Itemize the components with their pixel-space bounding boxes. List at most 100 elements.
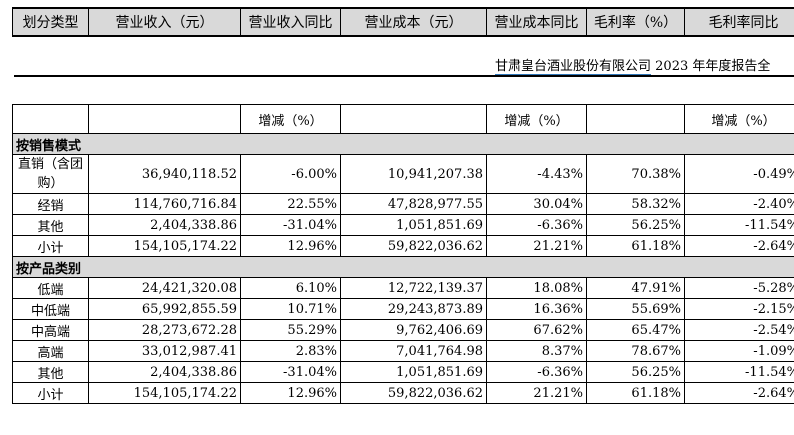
sub-header-cell — [340, 104, 487, 134]
header-category: 划分类型 — [12, 7, 89, 37]
gross-margin-yoy-cell: -2.40% — [684, 193, 794, 215]
gross-margin-yoy-cell: -1.09% — [684, 340, 794, 362]
row-label: 其他 — [12, 214, 89, 236]
row-label: 中低端 — [12, 298, 89, 320]
report-running-title: 甘肃皇台酒业股份有限公司 2023 年年度报告全 — [495, 55, 771, 75]
gross-margin-cell: 47.91% — [586, 277, 685, 299]
revenue-yoy-cell: -6.00% — [240, 154, 341, 194]
revenue-cell: 28,273,672.28 — [88, 319, 241, 341]
revenue-yoy-cell: 22.55% — [240, 193, 341, 215]
revenue-cell: 24,421,320.08 — [88, 277, 241, 299]
gross-margin-yoy-cell: -2.54% — [684, 319, 794, 341]
gross-margin-cell: 55.69% — [586, 298, 685, 320]
table-row: 中高端 28,273,672.28 55.29% 9,762,406.69 67… — [12, 319, 794, 341]
revenue-yoy-cell: 6.10% — [240, 277, 341, 299]
gross-margin-cell: 65.47% — [586, 319, 685, 341]
revenue-yoy-cell: 55.29% — [240, 319, 341, 341]
gross-margin-cell: 58.32% — [586, 193, 685, 215]
gross-margin-yoy-cell: -2.64% — [684, 382, 794, 404]
sub-header-cell — [12, 104, 89, 134]
cost-yoy-cell: 30.04% — [486, 193, 587, 215]
header-gross-margin-yoy: 毛利率同比 — [684, 7, 794, 37]
section-title: 按销售模式 — [12, 133, 794, 155]
row-label: 其他 — [12, 361, 89, 383]
revenue-cell: 36,940,118.52 — [88, 154, 241, 194]
revenue-cell: 114,760,716.84 — [88, 193, 241, 215]
revenue-yoy-cell: 12.96% — [240, 382, 341, 404]
sub-header-cell — [88, 104, 241, 134]
column-header-table: 划分类型 营业收入（元） 营业收入同比 营业成本（元） 营业成本同比 毛利率（%… — [12, 7, 794, 37]
revenue-yoy-cell: -31.04% — [240, 361, 341, 383]
cost-cell: 47,828,977.55 — [340, 193, 487, 215]
sub-header-cell: 增减（%） — [684, 104, 794, 134]
cost-yoy-cell: 21.21% — [486, 382, 587, 404]
table-row-subtotal: 小计 154,105,174.22 12.96% 59,822,036.62 2… — [12, 382, 794, 404]
revenue-cell: 2,404,338.86 — [88, 361, 241, 383]
gross-margin-yoy-cell: -5.28% — [684, 277, 794, 299]
section-title: 按产品类别 — [12, 256, 794, 278]
revenue-breakdown-table: 增减（%） 增减（%） 增减（%） 按销售模式 直销（含团购） 36,940,1… — [12, 104, 794, 404]
header-rule — [14, 75, 794, 77]
cost-yoy-cell: 18.08% — [486, 277, 587, 299]
row-label: 中高端 — [12, 319, 89, 341]
sub-header-cell: 增减（%） — [486, 104, 587, 134]
header-revenue-yoy: 营业收入同比 — [240, 7, 341, 37]
gross-margin-yoy-cell: -2.64% — [684, 235, 794, 257]
cost-yoy-cell: -6.36% — [486, 361, 587, 383]
cost-cell: 1,051,851.69 — [340, 214, 487, 236]
cost-cell: 59,822,036.62 — [340, 382, 487, 404]
revenue-cell: 154,105,174.22 — [88, 235, 241, 257]
table-row-subtotal: 小计 154,105,174.22 12.96% 59,822,036.62 2… — [12, 235, 794, 257]
table-row: 其他 2,404,338.86 -31.04% 1,051,851.69 -6.… — [12, 361, 794, 383]
revenue-cell: 154,105,174.22 — [88, 382, 241, 404]
header-row: 划分类型 营业收入（元） 营业收入同比 营业成本（元） 营业成本同比 毛利率（%… — [12, 7, 794, 37]
table-row: 其他 2,404,338.86 -31.04% 1,051,851.69 -6.… — [12, 214, 794, 236]
sub-header-cell: 增减（%） — [240, 104, 341, 134]
gross-margin-yoy-cell: -0.49% — [684, 154, 794, 194]
gross-margin-cell: 70.38% — [586, 154, 685, 194]
cost-yoy-cell: 16.36% — [486, 298, 587, 320]
section-row-sales-mode: 按销售模式 — [12, 133, 794, 155]
revenue-yoy-cell: 12.96% — [240, 235, 341, 257]
row-label: 小计 — [12, 382, 89, 404]
cost-yoy-cell: -4.43% — [486, 154, 587, 194]
revenue-cell: 65,992,855.59 — [88, 298, 241, 320]
row-label: 经销 — [12, 193, 89, 215]
row-label: 小计 — [12, 235, 89, 257]
gross-margin-yoy-cell: -2.15% — [684, 298, 794, 320]
cost-yoy-cell: 67.62% — [486, 319, 587, 341]
header-cost: 营业成本（元） — [340, 7, 487, 37]
cost-yoy-cell: 8.37% — [486, 340, 587, 362]
revenue-yoy-cell: 10.71% — [240, 298, 341, 320]
cost-cell: 7,041,764.98 — [340, 340, 487, 362]
header-cost-yoy: 营业成本同比 — [486, 7, 587, 37]
revenue-cell: 2,404,338.86 — [88, 214, 241, 236]
gross-margin-cell: 78.67% — [586, 340, 685, 362]
row-label: 低端 — [12, 277, 89, 299]
cost-cell: 1,051,851.69 — [340, 361, 487, 383]
revenue-yoy-cell: -31.04% — [240, 214, 341, 236]
row-label: 高端 — [12, 340, 89, 362]
row-label: 直销（含团购） — [12, 154, 89, 194]
gross-margin-yoy-cell: -11.54% — [684, 361, 794, 383]
report-suffix: 2023 年年度报告全 — [651, 59, 771, 74]
cost-cell: 10,941,207.38 — [340, 154, 487, 194]
table-row: 低端 24,421,320.08 6.10% 12,722,139.37 18.… — [12, 277, 794, 299]
header-revenue: 营业收入（元） — [88, 7, 241, 37]
cost-cell: 29,243,873.89 — [340, 298, 487, 320]
company-name: 甘肃皇台酒业股份有限公司 — [495, 59, 652, 75]
cost-cell: 59,822,036.62 — [340, 235, 487, 257]
cost-yoy-cell: 21.21% — [486, 235, 587, 257]
cost-yoy-cell: -6.36% — [486, 214, 587, 236]
gross-margin-cell: 56.25% — [586, 214, 685, 236]
cost-cell: 12,722,139.37 — [340, 277, 487, 299]
sub-header-row: 增减（%） 增减（%） 增减（%） — [12, 104, 794, 134]
revenue-cell: 33,012,987.41 — [88, 340, 241, 362]
cost-cell: 9,762,406.69 — [340, 319, 487, 341]
gross-margin-cell: 61.18% — [586, 235, 685, 257]
table-row: 高端 33,012,987.41 2.83% 7,041,764.98 8.37… — [12, 340, 794, 362]
gross-margin-cell: 56.25% — [586, 361, 685, 383]
header-gross-margin: 毛利率（%） — [586, 7, 685, 37]
gross-margin-cell: 61.18% — [586, 382, 685, 404]
table-row: 经销 114,760,716.84 22.55% 47,828,977.55 3… — [12, 193, 794, 215]
